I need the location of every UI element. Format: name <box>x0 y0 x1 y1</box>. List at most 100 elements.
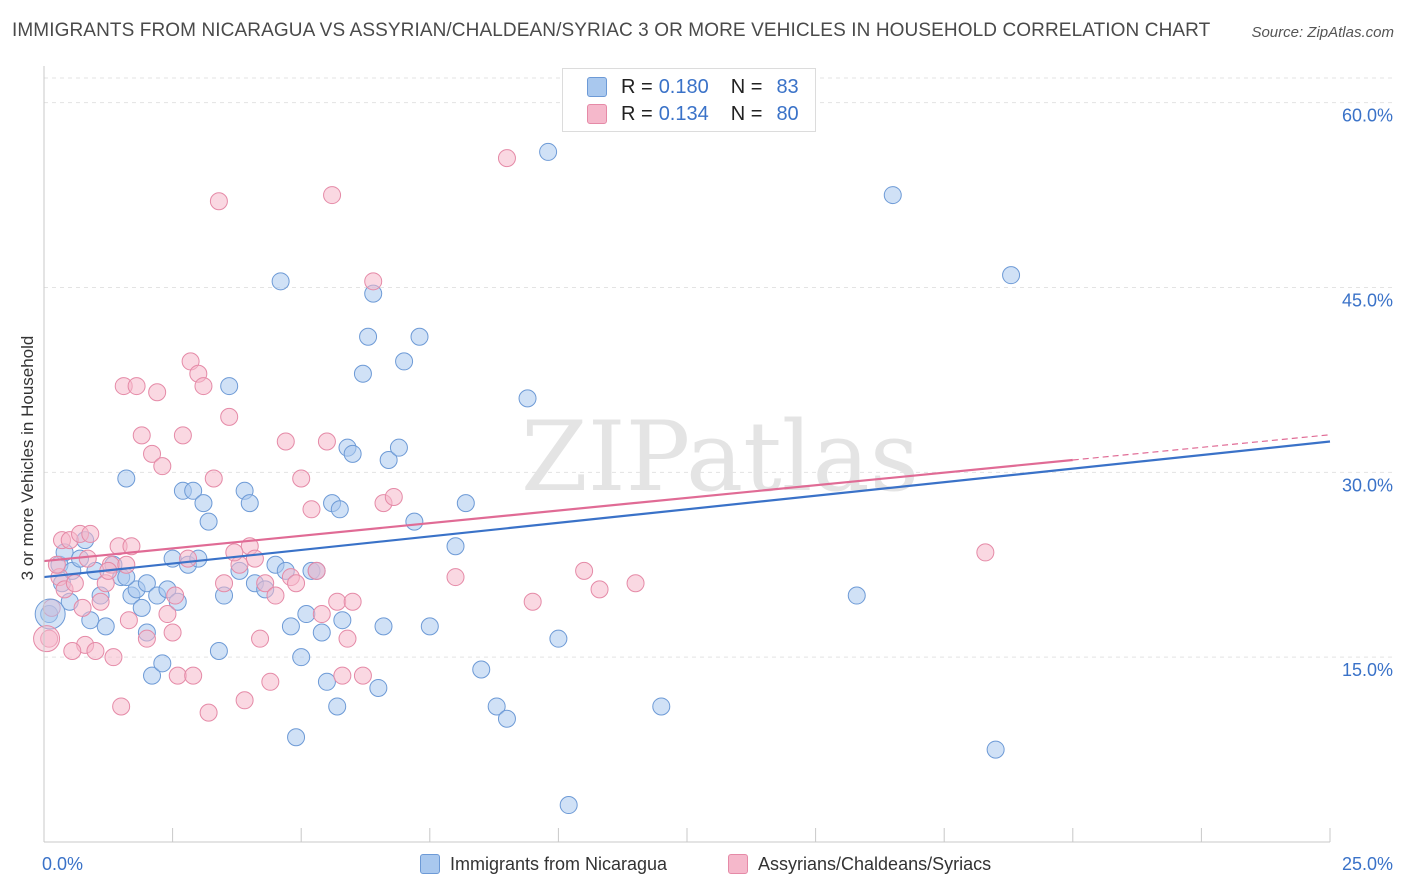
point-assyrian <box>194 377 213 396</box>
point-assyrian <box>168 666 187 685</box>
point-nicaragua <box>333 611 352 630</box>
point-assyrian <box>148 383 167 402</box>
point-nicaragua <box>359 327 378 346</box>
point-assyrian <box>122 537 141 556</box>
point-assyrian <box>333 666 352 685</box>
point-nicaragua <box>652 697 671 716</box>
point-assyrian <box>104 648 123 667</box>
point-assyrian <box>384 487 403 506</box>
point-assyrian <box>364 272 383 291</box>
point-assyrian <box>73 598 92 617</box>
point-assyrian <box>179 549 198 568</box>
point-nicaragua <box>292 648 311 667</box>
point-nicaragua <box>297 605 316 624</box>
point-assyrian <box>112 697 131 716</box>
watermark: ZIPatlas <box>521 401 919 513</box>
point-nicaragua <box>497 709 516 728</box>
legend-n-value: 80 <box>776 102 799 125</box>
point-assyrian <box>91 592 110 611</box>
trend-extension-assyrian <box>1072 434 1331 461</box>
y-axis-label: 3 or more Vehicles in Household <box>18 335 37 581</box>
point-assyrian <box>251 629 270 648</box>
point-nicaragua <box>132 598 151 617</box>
point-assyrian-large <box>33 625 61 653</box>
bottom-legend-swatch-blue <box>420 854 440 874</box>
point-assyrian <box>312 605 331 624</box>
point-assyrian <box>976 543 995 562</box>
point-assyrian <box>343 592 362 611</box>
point-assyrian <box>117 555 136 574</box>
point-assyrian <box>523 592 542 611</box>
point-assyrian <box>137 629 156 648</box>
bottom-legend-label-assyrian: Assyrians/Chaldeans/Syriacs <box>758 853 992 874</box>
trend-layer <box>43 434 1331 579</box>
point-nicaragua <box>343 444 362 463</box>
legend-swatch-pink <box>587 104 607 124</box>
point-assyrian <box>119 611 138 630</box>
legend-n-value: 83 <box>776 75 799 98</box>
point-nicaragua <box>317 672 336 691</box>
legend-swatch-blue <box>587 77 607 97</box>
axis-layer: 15.0% 30.0% 45.0% 60.0% 0.0% 25.0% <box>42 66 1393 874</box>
legend-r-label: R = <box>621 75 653 98</box>
point-nicaragua <box>389 438 408 457</box>
point-assyrian <box>446 568 465 587</box>
x-tick-label-start: 0.0% <box>42 854 83 874</box>
point-nicaragua <box>117 469 136 488</box>
point-nicaragua <box>549 629 568 648</box>
point-assyrian <box>302 500 321 519</box>
point-assyrian <box>86 642 105 660</box>
point-nicaragua <box>395 352 414 371</box>
bottom-legend-swatch-pink <box>728 854 748 874</box>
point-assyrian <box>132 426 151 445</box>
point-assyrian <box>266 586 285 605</box>
point-assyrian <box>199 703 218 722</box>
legend-r-label: R = <box>621 102 653 125</box>
point-nicaragua <box>281 617 300 636</box>
legend-n-label: N = <box>730 75 763 98</box>
y-tick-label: 45.0% <box>1342 290 1393 310</box>
point-assyrian <box>78 549 97 568</box>
trend-line-assyrian <box>43 458 1073 563</box>
trend-line-nicaragua <box>43 440 1331 579</box>
point-nicaragua <box>1002 266 1021 285</box>
y-tick-label: 30.0% <box>1342 475 1393 495</box>
bottom-legend-nicaragua: Immigrants from Nicaragua <box>420 852 667 876</box>
chart-title: IMMIGRANTS FROM NICARAGUA VS ASSYRIAN/CH… <box>12 20 1211 41</box>
point-nicaragua <box>209 642 228 660</box>
y-tick-label: 60.0% <box>1342 106 1393 126</box>
point-assyrian <box>317 432 336 451</box>
legend-r-value: 0.180 <box>658 75 709 98</box>
point-assyrian <box>173 426 192 445</box>
point-assyrian <box>153 457 172 476</box>
point-nicaragua <box>330 500 349 519</box>
point-assyrian <box>287 574 306 593</box>
point-nicaragua <box>199 512 218 531</box>
legend-n-label: N = <box>730 102 763 125</box>
x-tick-label-end: 25.0% <box>1342 854 1393 874</box>
point-assyrian <box>127 377 146 396</box>
point-nicaragua <box>184 481 203 500</box>
point-assyrian <box>65 574 84 593</box>
point-assyrian <box>166 586 185 605</box>
point-assyrian <box>292 469 311 488</box>
y-tick-label: 15.0% <box>1342 660 1393 680</box>
point-assyrian <box>184 666 203 685</box>
point-nicaragua <box>420 617 439 636</box>
point-assyrian <box>209 192 228 211</box>
point-nicaragua <box>410 327 429 346</box>
point-assyrian <box>256 574 275 593</box>
point-assyrian <box>63 642 82 660</box>
chart-source: Source: ZipAtlas.com <box>1251 24 1394 41</box>
point-assyrian <box>158 605 177 624</box>
point-nicaragua <box>374 617 393 636</box>
bottom-legend-assyrian: Assyrians/Chaldeans/Syriacs <box>728 852 991 876</box>
point-nicaragua-large <box>34 598 66 630</box>
point-assyrian <box>81 524 100 543</box>
point-assyrian <box>215 574 234 593</box>
point-nicaragua <box>328 697 347 716</box>
point-nicaragua <box>240 494 259 513</box>
point-assyrian <box>307 561 326 580</box>
point-assyrian <box>328 592 347 611</box>
